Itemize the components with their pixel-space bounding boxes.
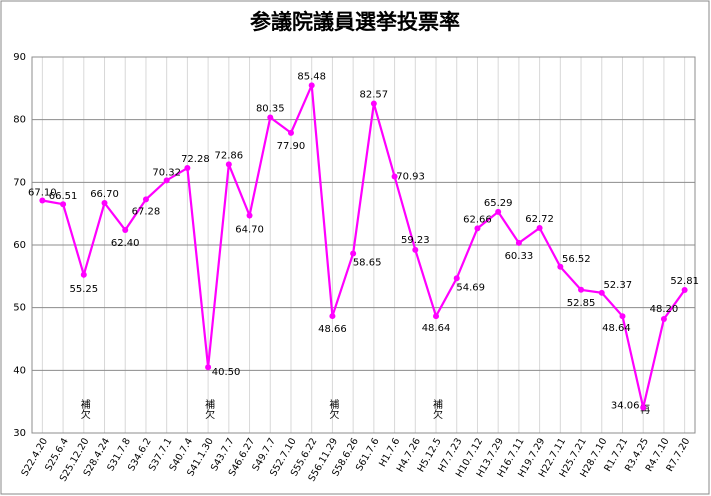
data-point [412, 246, 419, 253]
data-label: 56.52 [562, 254, 591, 265]
data-point [225, 161, 232, 168]
data-label: 65.29 [484, 198, 513, 209]
data-point [350, 250, 357, 257]
data-point [453, 275, 460, 282]
data-point [474, 225, 481, 232]
data-point [640, 404, 647, 411]
data-label: 55.25 [69, 284, 98, 295]
data-label: 62.40 [111, 238, 140, 249]
data-point [60, 201, 67, 208]
data-label: 62.66 [463, 214, 492, 225]
data-label: 48.64 [602, 323, 631, 334]
data-point [578, 286, 585, 293]
data-label: 58.65 [353, 257, 382, 268]
data-point [39, 197, 46, 204]
data-point [433, 313, 440, 320]
data-label: 67.28 [132, 206, 161, 217]
data-label: 52.37 [603, 280, 632, 291]
data-point [246, 212, 253, 219]
data-label: 40.50 [212, 367, 241, 378]
data-label: 52.85 [567, 298, 596, 309]
data-point [515, 239, 522, 246]
y-tick-label: 80 [13, 115, 26, 126]
series-line [42, 84, 686, 408]
data-point [80, 271, 87, 278]
data-label: 66.51 [49, 191, 78, 202]
data-point [163, 177, 170, 184]
data-point [205, 364, 212, 371]
data-point [308, 82, 315, 89]
data-point [287, 129, 294, 136]
data-label: 60.33 [505, 251, 534, 262]
data-label: 70.32 [152, 167, 181, 178]
data-label: 62.72 [525, 214, 554, 225]
data-point [267, 114, 274, 121]
data-point [122, 226, 129, 233]
data-point [184, 165, 191, 172]
data-label: 54.69 [456, 282, 485, 293]
chart-title: 参議院議員選挙投票率 [250, 10, 460, 34]
y-tick-label: 60 [13, 240, 26, 251]
y-tick-label: 30 [13, 428, 26, 439]
y-tick-label: 90 [13, 52, 26, 63]
data-point [101, 200, 108, 207]
data-point [329, 313, 336, 320]
data-label: 66.70 [90, 189, 119, 200]
annotation: 補欠 [78, 398, 90, 420]
y-tick-label: 50 [13, 303, 26, 314]
data-label: 59.23 [401, 235, 430, 246]
data-point [598, 289, 605, 296]
y-tick-label: 70 [13, 177, 26, 188]
data-point [391, 173, 398, 180]
data-label: 77.90 [277, 141, 306, 152]
data-label: 80.35 [256, 103, 285, 114]
data-label: 48.20 [650, 304, 679, 315]
data-label: 52.81 [670, 276, 699, 287]
data-label: 72.28 [181, 154, 210, 165]
data-point [660, 315, 667, 322]
data-point [142, 196, 149, 203]
data-label: 64.70 [235, 225, 264, 236]
data-label: 48.66 [318, 324, 347, 335]
data-label: 48.64 [422, 323, 451, 334]
data-label: 67.10 [28, 188, 57, 199]
data-point [536, 224, 543, 231]
data-label: 70.93 [396, 172, 425, 183]
data-label: 34.06 [611, 401, 640, 412]
y-tick-label: 40 [13, 365, 26, 376]
annotation: 補欠 [327, 398, 339, 420]
data-label: 85.48 [297, 71, 326, 82]
data-point [681, 287, 688, 294]
data-point [370, 100, 377, 107]
annotation: 補欠 [431, 398, 443, 420]
data-point [619, 313, 626, 320]
annotation: 補欠 [203, 398, 215, 420]
data-point [495, 208, 502, 215]
data-point [557, 263, 564, 270]
data-label: 82.57 [360, 90, 389, 101]
data-label: 72.86 [215, 150, 244, 161]
